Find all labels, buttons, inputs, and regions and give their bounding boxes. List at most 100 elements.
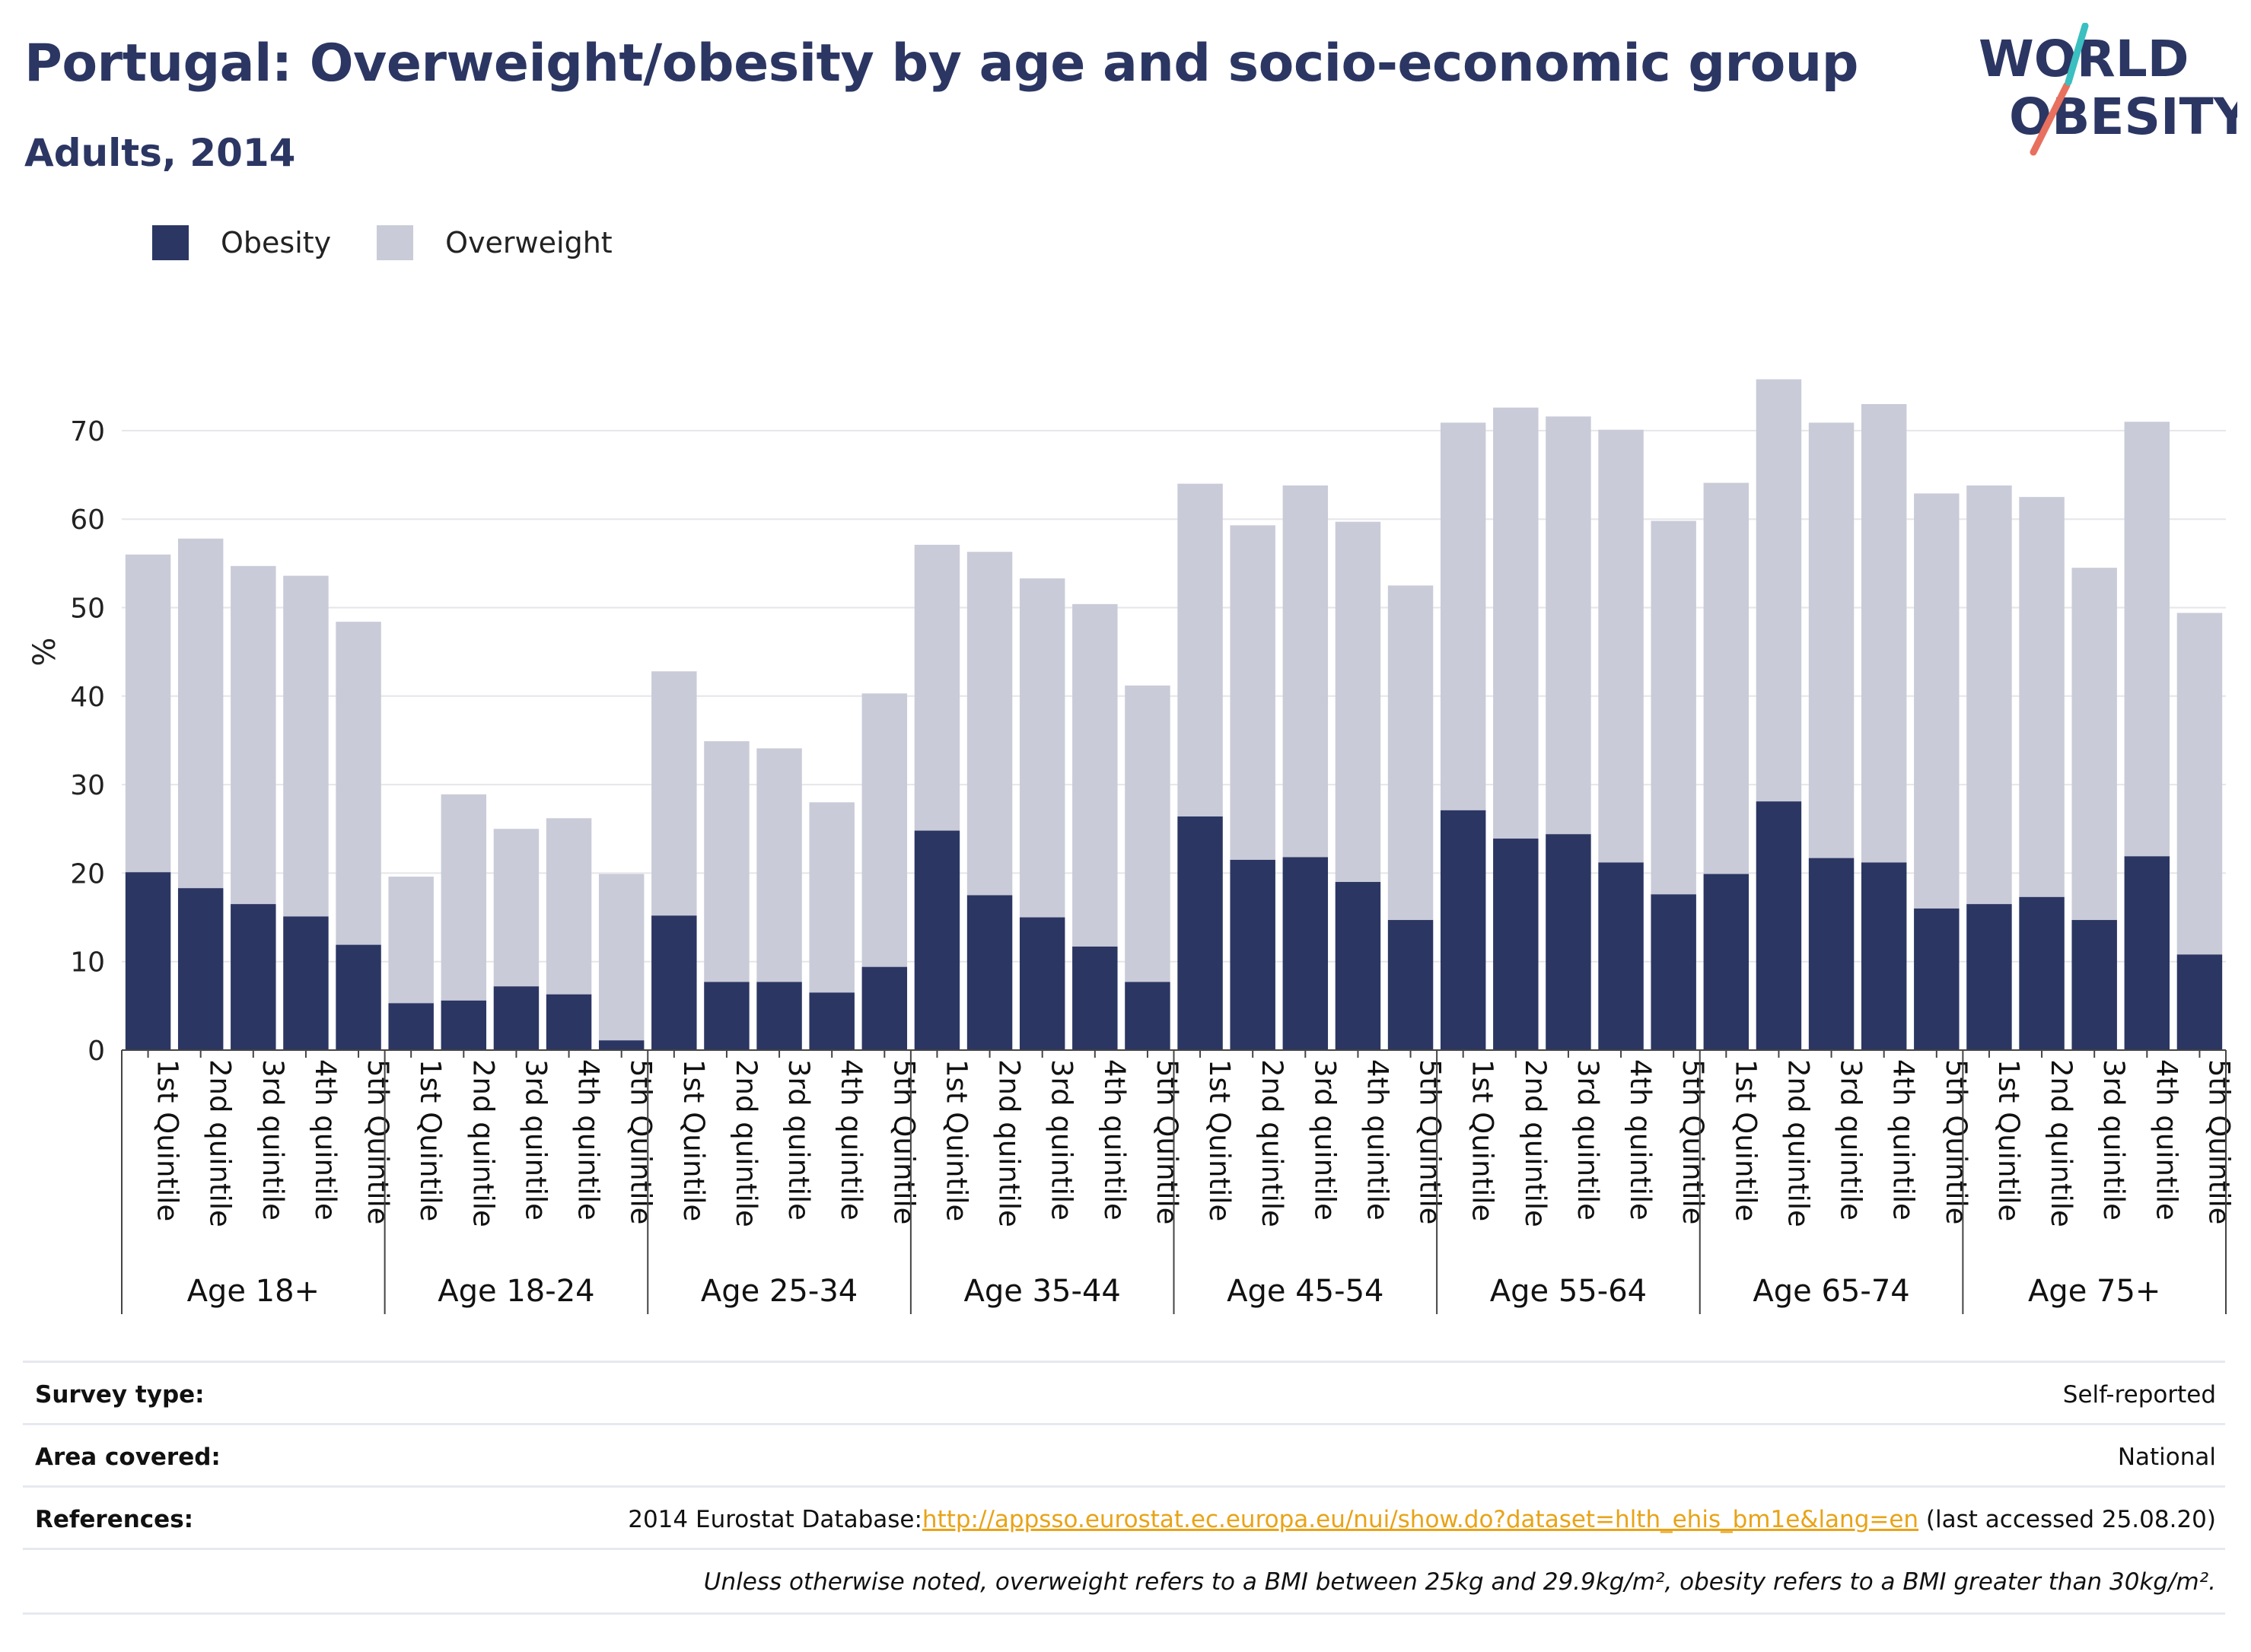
bar-obesity[interactable] bbox=[1019, 917, 1065, 1050]
bar-obesity[interactable] bbox=[1177, 816, 1223, 1050]
bar-obesity[interactable] bbox=[441, 1000, 487, 1050]
bar-obesity[interactable] bbox=[861, 966, 908, 1050]
chart-subtitle: Adults, 2014 bbox=[24, 131, 296, 175]
bar-overweight[interactable] bbox=[1756, 379, 1802, 802]
x-tick-label: 5th Quintile bbox=[361, 1059, 394, 1224]
bar-obesity[interactable] bbox=[704, 982, 750, 1050]
bar-overweight[interactable] bbox=[1125, 685, 1170, 982]
bar-obesity[interactable] bbox=[1598, 862, 1644, 1050]
stacked-bar-chart: 0 10 20 30 40 50 60 70% 1st Quintile 2nd quintile… bbox=[27, 379, 2235, 1314]
x-tick-label: 3rd quintile bbox=[782, 1059, 815, 1221]
bar-overweight[interactable] bbox=[2019, 497, 2065, 897]
bar-obesity[interactable] bbox=[2071, 920, 2117, 1050]
area-covered-label: Area covered: bbox=[35, 1444, 221, 1471]
x-tick-label: 3rd quintile bbox=[1835, 1059, 1867, 1221]
bar-obesity[interactable] bbox=[2019, 896, 2065, 1050]
bar-obesity[interactable] bbox=[1493, 839, 1539, 1050]
bar-overweight[interactable] bbox=[861, 693, 908, 967]
references-prefix: 2014 Eurostat Database: bbox=[628, 1506, 922, 1533]
bar-obesity[interactable] bbox=[756, 982, 802, 1050]
group-label: Age 25-34 bbox=[701, 1274, 858, 1309]
legend-item-obesity[interactable]: Obesity bbox=[152, 225, 331, 260]
bar-obesity[interactable] bbox=[651, 915, 697, 1050]
bar-overweight[interactable] bbox=[1335, 521, 1381, 883]
bar-overweight[interactable] bbox=[914, 544, 960, 831]
bar-obesity[interactable] bbox=[283, 916, 329, 1050]
bar-obesity[interactable] bbox=[1335, 882, 1381, 1050]
bar-overweight[interactable] bbox=[1387, 585, 1434, 921]
bar-obesity[interactable] bbox=[231, 904, 276, 1050]
bar-overweight[interactable] bbox=[1546, 416, 1591, 835]
bar-overweight[interactable] bbox=[283, 575, 329, 917]
bar-obesity[interactable] bbox=[966, 895, 1013, 1050]
bar-obesity[interactable] bbox=[388, 1003, 434, 1050]
bar-obesity[interactable] bbox=[1072, 946, 1118, 1050]
bar-obesity[interactable] bbox=[1282, 857, 1329, 1050]
bar-overweight[interactable] bbox=[1651, 520, 1696, 895]
bar-overweight[interactable] bbox=[1808, 422, 1855, 858]
bar-obesity[interactable] bbox=[125, 872, 171, 1050]
bar-overweight[interactable] bbox=[2071, 568, 2117, 921]
bar-obesity[interactable] bbox=[598, 1040, 645, 1050]
bar-overweight[interactable] bbox=[1914, 493, 1960, 909]
bar-overweight[interactable] bbox=[1861, 404, 1907, 863]
bar-overweight[interactable] bbox=[493, 829, 540, 987]
bar-obesity[interactable] bbox=[493, 986, 540, 1050]
bar-overweight[interactable] bbox=[651, 671, 697, 916]
y-tick-label: 40 bbox=[70, 682, 105, 713]
bar-overweight[interactable] bbox=[704, 741, 750, 982]
x-tick-label: 3rd quintile bbox=[519, 1059, 552, 1221]
bar-obesity[interactable] bbox=[1756, 801, 1802, 1050]
references-link[interactable]: http://appsso.eurostat.ec.europa.eu/nui/… bbox=[922, 1506, 1919, 1533]
bar-overweight[interactable] bbox=[441, 794, 487, 1001]
bar-overweight[interactable] bbox=[125, 554, 171, 873]
bar-overweight[interactable] bbox=[1282, 485, 1329, 858]
legend-item-overweight[interactable]: Overweight bbox=[377, 225, 613, 260]
x-tick-label: 2nd quintile bbox=[204, 1059, 237, 1227]
bar-overweight[interactable] bbox=[809, 802, 855, 993]
bar-overweight[interactable] bbox=[546, 818, 592, 995]
bar-overweight[interactable] bbox=[231, 565, 276, 905]
bar-overweight[interactable] bbox=[1440, 422, 1486, 810]
bar-obesity[interactable] bbox=[1966, 904, 2012, 1050]
bar-obesity[interactable] bbox=[914, 830, 960, 1050]
bar-obesity[interactable] bbox=[546, 994, 592, 1050]
bar-overweight[interactable] bbox=[336, 622, 381, 945]
bar-overweight[interactable] bbox=[598, 874, 645, 1041]
bar-obesity[interactable] bbox=[1914, 908, 1960, 1050]
bar-overweight[interactable] bbox=[177, 538, 224, 889]
bar-overweight[interactable] bbox=[1072, 603, 1118, 947]
bar-obesity[interactable] bbox=[2176, 954, 2223, 1050]
bar-obesity[interactable] bbox=[1230, 859, 1275, 1050]
bar-overweight[interactable] bbox=[388, 877, 434, 1004]
logo-slash-coral bbox=[2030, 81, 2071, 156]
bar-obesity[interactable] bbox=[1546, 834, 1591, 1050]
bar-overweight[interactable] bbox=[1230, 525, 1275, 860]
bar-obesity[interactable] bbox=[1808, 858, 1855, 1050]
bar-overweight[interactable] bbox=[756, 748, 802, 982]
bar-overweight[interactable] bbox=[1966, 485, 2012, 905]
bar-obesity[interactable] bbox=[1125, 982, 1170, 1050]
bar-obesity[interactable] bbox=[809, 992, 855, 1050]
bar-overweight[interactable] bbox=[1177, 483, 1223, 816]
bar-obesity[interactable] bbox=[336, 944, 381, 1050]
bar-obesity[interactable] bbox=[2124, 856, 2170, 1050]
bar-obesity[interactable] bbox=[1651, 894, 1696, 1050]
info-row-references: References: 2014 Eurostat Database:http:… bbox=[23, 1485, 2225, 1550]
bar-overweight[interactable] bbox=[1493, 407, 1539, 839]
bar-obesity[interactable] bbox=[1387, 920, 1434, 1050]
bar-obesity[interactable] bbox=[1861, 862, 1907, 1050]
bar-obesity[interactable] bbox=[1440, 810, 1486, 1050]
bar-overweight[interactable] bbox=[1019, 578, 1065, 918]
bar-obesity[interactable] bbox=[177, 888, 224, 1050]
bar-overweight[interactable] bbox=[1598, 429, 1644, 863]
x-tick-label: 1st Quintile bbox=[940, 1059, 973, 1221]
bar-overweight[interactable] bbox=[2124, 422, 2170, 857]
group-label: Age 18+ bbox=[187, 1274, 320, 1309]
bar-overweight[interactable] bbox=[1703, 482, 1750, 874]
bar-obesity[interactable] bbox=[1703, 874, 1750, 1050]
bar-overweight[interactable] bbox=[2176, 613, 2223, 955]
x-tick-label: 5th Quintile bbox=[1151, 1059, 1183, 1224]
bar-overweight[interactable] bbox=[966, 552, 1013, 896]
x-tick-label: 3rd quintile bbox=[1571, 1059, 1604, 1221]
